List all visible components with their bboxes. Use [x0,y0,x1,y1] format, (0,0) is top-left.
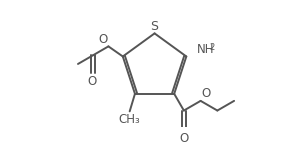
Text: O: O [179,132,188,144]
Text: 2: 2 [209,43,215,52]
Text: O: O [98,33,108,46]
Text: O: O [88,74,97,88]
Text: CH₃: CH₃ [119,113,141,126]
Text: O: O [201,87,211,100]
Text: NH: NH [197,43,215,56]
Text: S: S [151,20,158,33]
